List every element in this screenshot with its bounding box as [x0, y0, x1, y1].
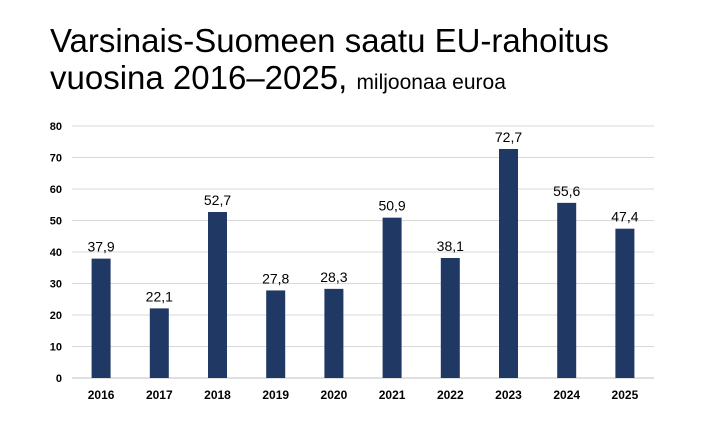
y-tick-label-80: 80	[50, 121, 62, 133]
bar-2020	[324, 288, 344, 378]
x-tick-label-2018: 2018	[204, 388, 231, 402]
x-tick-label-2023: 2023	[495, 388, 522, 402]
bar-2019	[266, 290, 286, 378]
chart-title: Varsinais-Suomeen saatu EU-rahoitus vuos…	[50, 22, 690, 101]
bar-2021	[382, 217, 402, 378]
y-tick-label-50: 50	[50, 216, 62, 228]
data-label-2020: 28,3	[320, 269, 347, 285]
x-axis-tick-labels: 2016 2017 2018 2019 2020 2021 2022 2023 2024 2025	[88, 388, 639, 402]
x-tick-label-2020: 2020	[321, 388, 348, 402]
chart-title-line-1: Varsinais-Suomeen saatu EU-rahoitus	[50, 22, 609, 59]
y-tick-label-70: 70	[50, 153, 62, 165]
chart-title-line-2: vuosina 2016–2025, miljoonaa euroa	[50, 59, 690, 101]
gridlines	[72, 125, 654, 379]
x-tick-label-2016: 2016	[88, 388, 115, 402]
y-tick-label-60: 60	[50, 184, 62, 196]
y-tick-label-40: 40	[50, 247, 62, 259]
x-tick-label-2019: 2019	[262, 388, 289, 402]
data-label-2024: 55,6	[553, 183, 580, 199]
chart-title-unit: miljoonaa euroa	[356, 71, 506, 94]
x-tick-label-2017: 2017	[146, 388, 173, 402]
y-tick-label-10: 10	[50, 342, 62, 354]
data-label-2017: 22,1	[146, 288, 173, 304]
data-label-2018: 52,7	[204, 192, 231, 208]
x-tick-label-2024: 2024	[553, 388, 580, 402]
data-label-2025: 47,4	[611, 209, 638, 225]
data-label-2016: 37,9	[87, 239, 114, 255]
bar-2023	[499, 148, 518, 378]
data-label-2023: 72,7	[495, 129, 522, 145]
y-axis-tick-labels: 0 10 20 30 40 50 60 70 80	[50, 121, 62, 385]
bars	[91, 148, 635, 378]
y-tick-label-20: 20	[50, 310, 62, 322]
y-tick-label-30: 30	[50, 279, 62, 291]
data-label-2021: 50,9	[378, 198, 405, 214]
bar-2024	[557, 202, 577, 378]
x-tick-label-2025: 2025	[612, 388, 639, 402]
data-labels: 37,9 22,1 52,7 27,8 28,3 50,9 38,1 72,7 55,6 47,4	[87, 129, 638, 304]
chart-title-years: vuosina 2016–2025,	[50, 59, 348, 96]
x-tick-label-2021: 2021	[379, 388, 406, 402]
x-tick-label-2022: 2022	[437, 388, 464, 402]
y-tick-label-0: 0	[56, 373, 62, 385]
bar-2018	[208, 211, 227, 378]
bar-2016	[91, 258, 111, 378]
data-label-2019: 27,8	[262, 270, 289, 286]
bar-2022	[440, 257, 460, 378]
bar-2017	[149, 308, 169, 378]
data-label-2022: 38,1	[437, 238, 464, 254]
bar-2025	[615, 228, 635, 378]
